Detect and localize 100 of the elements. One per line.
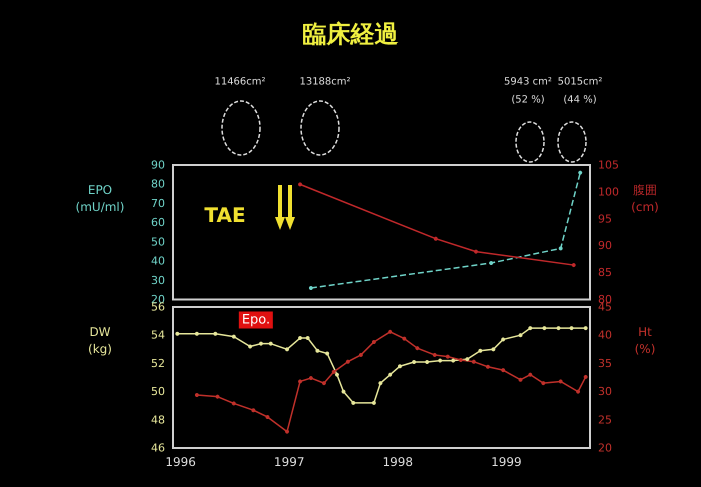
point	[378, 381, 382, 386]
point	[232, 401, 236, 406]
point	[434, 236, 438, 241]
point	[285, 430, 290, 434]
point	[315, 348, 320, 353]
point	[372, 340, 376, 344]
chart-title: 臨床経過	[302, 19, 400, 50]
point	[572, 263, 576, 268]
point	[489, 260, 494, 265]
point	[388, 330, 392, 334]
y-tick-label: 56	[151, 300, 165, 314]
point	[372, 400, 376, 405]
point	[558, 379, 563, 384]
text: 5015cm²	[558, 76, 602, 88]
y-axis-title: EPO (mU/ml)	[74, 182, 126, 216]
y-axis-title: DW (kg)	[87, 324, 113, 358]
point	[398, 364, 402, 368]
point	[298, 336, 302, 340]
point	[458, 358, 463, 362]
point	[322, 381, 326, 386]
point	[412, 360, 416, 364]
y2-tick-label: 40	[598, 328, 612, 342]
y-tick-label: 70	[151, 196, 165, 210]
point	[478, 348, 482, 353]
point	[584, 374, 588, 379]
y-tick-label: 52	[151, 356, 165, 370]
point	[541, 381, 546, 386]
point	[346, 360, 350, 364]
point	[584, 326, 588, 330]
point	[528, 326, 532, 330]
y2-tick-label: 30	[598, 385, 612, 398]
text: 11466cm²	[214, 76, 266, 88]
point	[306, 336, 310, 340]
point	[351, 400, 356, 405]
point	[451, 358, 456, 363]
point	[486, 364, 490, 369]
point	[518, 333, 522, 338]
point	[474, 250, 478, 254]
point	[501, 337, 506, 342]
point	[472, 360, 476, 364]
point	[251, 408, 256, 412]
point	[465, 357, 470, 362]
point	[308, 376, 313, 380]
point	[425, 360, 430, 364]
point	[268, 342, 273, 346]
y2-tick-label: 85	[598, 266, 612, 280]
point	[285, 347, 290, 352]
text: (52 %)	[511, 94, 545, 106]
y2-axis-title: Ht (%)	[634, 325, 656, 356]
y-tick-label: 80	[151, 178, 165, 191]
x-tick-label: 1999	[491, 455, 522, 469]
point	[194, 392, 199, 397]
point	[501, 368, 506, 372]
point	[542, 326, 546, 330]
y-tick-label: 50	[151, 235, 165, 248]
point	[258, 342, 263, 346]
point	[558, 246, 563, 250]
point	[194, 332, 199, 336]
point	[265, 414, 270, 419]
point	[308, 286, 313, 290]
text: 13188cm²	[299, 76, 351, 88]
y-tick-label: 50	[151, 385, 165, 398]
y2-tick-label: 20	[598, 442, 612, 454]
point	[341, 390, 346, 394]
point	[556, 326, 561, 330]
point	[402, 336, 406, 341]
x-tick-label: 1996	[165, 455, 196, 469]
y2-tick-label: 95	[598, 212, 612, 226]
x-tick-label: 1998	[382, 455, 414, 469]
point	[491, 347, 496, 352]
y2-axis-title: 腹囲 (cm)	[631, 183, 659, 214]
point	[576, 390, 580, 394]
y-tick-label: 46	[151, 442, 165, 454]
point	[232, 334, 236, 339]
point	[528, 372, 532, 377]
x-tick-label: 1997	[274, 455, 304, 469]
point	[358, 352, 363, 357]
point	[213, 332, 218, 336]
point	[432, 352, 437, 357]
y2-tick-label: 105	[598, 158, 619, 172]
point	[332, 370, 336, 374]
point	[298, 379, 302, 384]
point	[415, 346, 420, 350]
point	[578, 170, 582, 175]
y2-tick-label: 100	[598, 185, 619, 198]
y2-tick-label: 35	[598, 356, 612, 370]
point	[175, 332, 180, 336]
text: (44 %)	[563, 94, 597, 106]
point	[438, 358, 442, 363]
y2-tick-label: 90	[598, 239, 612, 252]
point	[570, 326, 574, 330]
point	[325, 352, 330, 356]
point	[298, 182, 302, 186]
point	[216, 394, 220, 399]
y-tick-label: 60	[151, 216, 165, 230]
point	[334, 372, 339, 377]
point	[446, 354, 450, 359]
annotation: Epo.	[238, 312, 274, 328]
point	[388, 372, 392, 377]
point	[248, 344, 252, 348]
